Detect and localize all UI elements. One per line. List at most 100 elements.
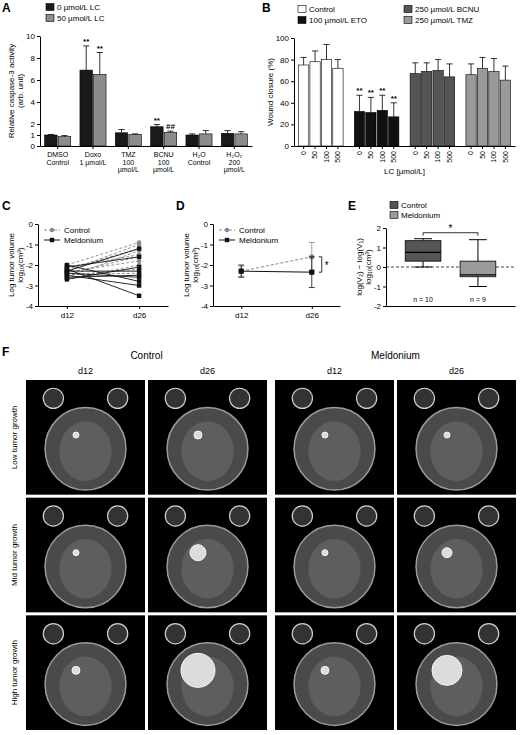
legend-swatch bbox=[46, 15, 54, 22]
y-tick-mark bbox=[37, 58, 40, 59]
plot-area bbox=[65, 240, 142, 298]
axis-line bbox=[38, 225, 39, 307]
line bbox=[67, 273, 139, 277]
y-tick: 80 bbox=[280, 56, 294, 65]
x-tick-label: 500 bbox=[390, 151, 397, 163]
axis-line bbox=[387, 306, 516, 307]
marker bbox=[309, 270, 314, 275]
x-tick-label: 50 bbox=[423, 151, 430, 159]
y-tick-mark bbox=[37, 80, 40, 81]
legend-label: Meldonium bbox=[401, 211, 440, 220]
marker bbox=[137, 240, 141, 244]
y-tick-label: 10 bbox=[26, 32, 35, 41]
axis-line bbox=[214, 306, 341, 307]
mri-image bbox=[26, 498, 145, 613]
legend-entry: 50 µmol/L LC bbox=[46, 14, 105, 23]
y-tick-label: 20 bbox=[280, 120, 289, 129]
y-tick-label: -4 bbox=[26, 302, 34, 311]
marker bbox=[65, 269, 69, 273]
panel-letter: F bbox=[2, 345, 9, 359]
marker bbox=[65, 265, 69, 269]
y-axis-title: Wound closure (%) bbox=[266, 58, 275, 126]
y-tick: 0 bbox=[31, 142, 40, 151]
axis: DMSOControlDoxo1 µmol/LTMZ100µmol/LBCNU1… bbox=[41, 146, 253, 174]
panel-letter: C bbox=[2, 199, 11, 213]
x-tick: 50 bbox=[479, 146, 486, 159]
y-tick-label: 0 bbox=[204, 220, 209, 229]
error-bar bbox=[189, 134, 195, 135]
whisker-low bbox=[414, 261, 432, 267]
axis: -2-1012 bbox=[374, 224, 387, 311]
x-tick: 100 bbox=[490, 146, 497, 163]
row-label: Low tumor growth bbox=[10, 406, 19, 470]
x-tick-label: d26 bbox=[306, 311, 320, 320]
line bbox=[67, 261, 139, 272]
marker bbox=[137, 283, 141, 287]
mri-image bbox=[26, 380, 145, 495]
annotation: ** bbox=[154, 116, 161, 125]
y-tick-mark bbox=[210, 306, 213, 307]
marker bbox=[239, 269, 244, 274]
column-header: d12 bbox=[78, 366, 93, 376]
legend-label: Meldonium bbox=[239, 236, 278, 245]
y-tick-mark bbox=[35, 306, 38, 307]
axis-line bbox=[41, 146, 253, 147]
x-tick-mark bbox=[449, 146, 450, 149]
x-tick: Doxo1 µmol/L bbox=[80, 146, 107, 167]
x-tick-label: 100 bbox=[379, 151, 386, 163]
x-tick: 0 bbox=[356, 146, 363, 155]
x-tick-mark bbox=[370, 146, 371, 149]
x-tick: 500 bbox=[334, 146, 341, 163]
y-tick-label: -2 bbox=[26, 261, 34, 270]
axis: d12d26 bbox=[214, 306, 341, 320]
y-tick-label: 8 bbox=[31, 54, 36, 63]
y-tick-label: 40 bbox=[280, 99, 289, 108]
y-tick-mark bbox=[210, 286, 213, 287]
bar bbox=[321, 60, 331, 146]
error-bar bbox=[61, 136, 67, 137]
x-tick-mark bbox=[505, 146, 506, 149]
y-tick: -4 bbox=[201, 302, 213, 311]
error-bar bbox=[379, 95, 385, 110]
error-bar bbox=[154, 125, 160, 127]
bar bbox=[477, 68, 487, 146]
legend-marker bbox=[225, 238, 229, 242]
y-tick-label: 100 bbox=[276, 34, 290, 43]
x-tick-mark bbox=[326, 146, 327, 149]
bar bbox=[221, 133, 234, 146]
x-tick-mark bbox=[93, 146, 94, 149]
plot-area bbox=[298, 44, 510, 146]
error-bar bbox=[412, 63, 418, 74]
box bbox=[405, 241, 441, 261]
marker bbox=[65, 269, 69, 273]
annotation: ** bbox=[368, 88, 375, 97]
y-tick: 40 bbox=[280, 99, 294, 108]
legend-entry: 250 µmol/L BCNU bbox=[404, 5, 480, 14]
y-tick-label: -1 bbox=[26, 241, 34, 250]
panel-e: En = 10Controln = 9Meldonium-2-1012log(V… bbox=[348, 199, 516, 311]
x-tick-mark bbox=[315, 146, 316, 149]
legend-entry: Meldonium bbox=[390, 211, 440, 220]
legend-swatch bbox=[298, 6, 306, 13]
y-tick-mark bbox=[35, 286, 38, 287]
line bbox=[241, 271, 312, 272]
x-tick: d26 bbox=[306, 306, 320, 320]
y-axis-title: log(V₂) − log(V₁)log₁₀(cm³) bbox=[355, 238, 373, 296]
y-tick-label: -1 bbox=[201, 241, 209, 250]
x-tick-label: d12 bbox=[61, 311, 75, 320]
y-tick-mark bbox=[383, 248, 386, 249]
bar bbox=[444, 77, 454, 146]
x-tick-label: 50 bbox=[479, 151, 486, 159]
x-tick-mark bbox=[482, 146, 483, 149]
marker bbox=[65, 265, 69, 269]
x-tick: 0 bbox=[467, 146, 474, 155]
y-tick-label: 1 bbox=[377, 244, 382, 253]
y-tick: 60 bbox=[280, 77, 294, 86]
y-tick-mark bbox=[383, 228, 386, 229]
bar bbox=[115, 133, 128, 146]
x-tick-label: 0 bbox=[300, 151, 307, 155]
y-tick-mark bbox=[291, 146, 294, 147]
legend-label: 100 µmol/L ETO bbox=[309, 16, 367, 25]
significance-bracket bbox=[319, 257, 322, 272]
box bbox=[460, 261, 496, 277]
